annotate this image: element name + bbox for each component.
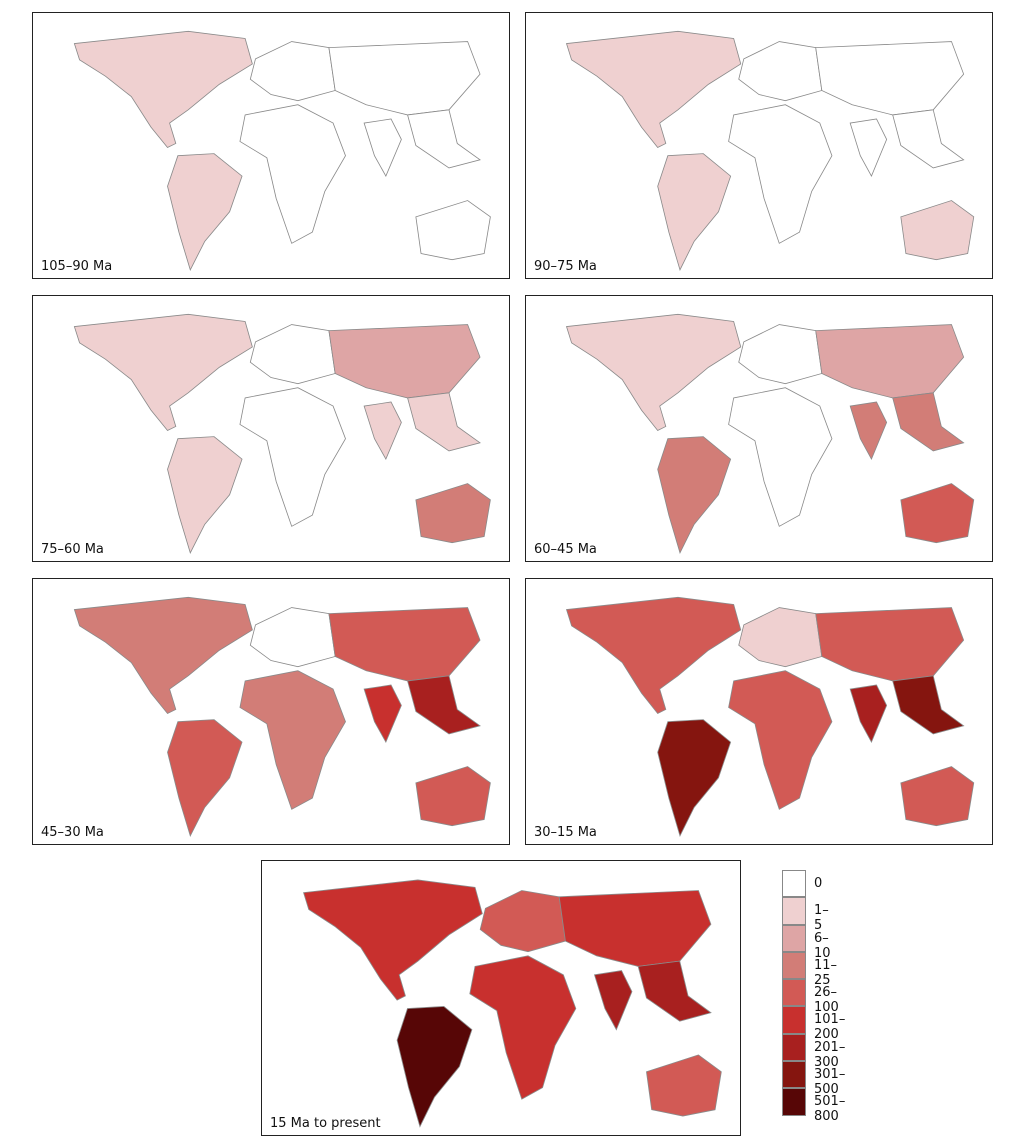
australia — [415, 200, 491, 261]
legend-swatch — [782, 951, 806, 980]
map-panel: 15 Ma to present — [261, 860, 741, 1136]
southeast-asia — [407, 675, 481, 735]
map — [73, 30, 491, 271]
india — [849, 401, 888, 461]
legend-swatch — [782, 897, 806, 925]
south-america — [167, 719, 243, 837]
africa — [239, 387, 346, 527]
legend-label: 26–100 — [814, 985, 839, 1016]
south-america — [657, 436, 732, 554]
legend-label: 101–200 — [814, 1012, 846, 1043]
map — [565, 596, 975, 837]
panel-label: 105–90 Ma — [39, 259, 115, 274]
legend-label: 6–10 — [814, 930, 831, 961]
map-panel: 30–15 Ma — [525, 578, 993, 845]
southeast-asia — [407, 392, 481, 452]
map-panel: 60–45 Ma — [525, 295, 993, 562]
north-america — [565, 30, 742, 149]
africa — [728, 104, 833, 244]
panel-label: 60–45 Ma — [532, 542, 599, 557]
legend-label: 0 — [814, 876, 823, 891]
legend-label: 11–25 — [814, 957, 838, 988]
europe — [249, 607, 336, 668]
australia — [900, 766, 975, 827]
north-america — [73, 596, 253, 715]
panel-label: 45–30 Ma — [39, 825, 106, 840]
south-america — [657, 719, 732, 837]
north-america — [565, 313, 742, 432]
europe — [479, 890, 566, 953]
south-america — [167, 436, 243, 554]
map — [565, 313, 975, 554]
map-panel: 45–30 Ma — [32, 578, 510, 845]
southeast-asia — [637, 960, 712, 1022]
legend-swatch — [782, 1061, 806, 1089]
india — [593, 970, 633, 1031]
south-america — [167, 153, 243, 271]
map — [565, 30, 975, 271]
africa — [239, 104, 346, 244]
panel-label: 90–75 Ma — [532, 259, 599, 274]
south-america — [396, 1006, 473, 1128]
australia — [415, 766, 491, 827]
asia — [815, 41, 965, 116]
asia — [815, 324, 965, 399]
north-america — [73, 313, 253, 432]
legend-label: 501–800 — [814, 1094, 846, 1125]
india — [363, 401, 402, 461]
europe — [738, 324, 823, 385]
legend-swatch — [782, 924, 806, 952]
southeast-asia — [892, 392, 965, 452]
europe — [249, 41, 336, 102]
map — [73, 313, 491, 554]
asia — [328, 41, 481, 116]
africa — [469, 955, 577, 1100]
map-panel: 105–90 Ma — [32, 12, 510, 279]
australia — [900, 200, 975, 261]
australia — [415, 483, 491, 544]
map — [303, 879, 722, 1128]
southeast-asia — [892, 109, 965, 169]
legend-swatch — [782, 1033, 806, 1062]
india — [849, 118, 888, 178]
europe — [738, 607, 823, 668]
southeast-asia — [407, 109, 481, 169]
north-america — [303, 879, 483, 1001]
map-panel: 90–75 Ma — [525, 12, 993, 279]
india — [849, 684, 888, 744]
panel-label: 30–15 Ma — [532, 825, 599, 840]
australia — [900, 483, 975, 544]
map — [73, 596, 491, 837]
asia — [558, 890, 712, 967]
legend-swatch — [782, 979, 806, 1007]
legend-swatch — [782, 1006, 806, 1034]
india — [363, 684, 402, 744]
legend-label: 1–5 — [814, 903, 829, 934]
south-america — [657, 153, 732, 271]
africa — [728, 387, 833, 527]
europe — [738, 41, 823, 102]
australia — [646, 1054, 722, 1117]
legend-label: 301–500 — [814, 1067, 846, 1098]
panel-label: 75–60 Ma — [39, 542, 106, 557]
north-america — [73, 30, 253, 149]
africa — [728, 670, 833, 810]
legend-label: 201–300 — [814, 1039, 846, 1070]
southeast-asia — [892, 675, 965, 735]
legend-swatch — [782, 1088, 806, 1116]
legend-swatch — [782, 870, 806, 898]
asia — [328, 324, 481, 399]
asia — [815, 607, 965, 682]
asia — [328, 607, 481, 682]
africa — [239, 670, 346, 810]
panel-label: 15 Ma to present — [268, 1116, 383, 1131]
india — [363, 118, 402, 178]
north-america — [565, 596, 742, 715]
europe — [249, 324, 336, 385]
map-panel: 75–60 Ma — [32, 295, 510, 562]
